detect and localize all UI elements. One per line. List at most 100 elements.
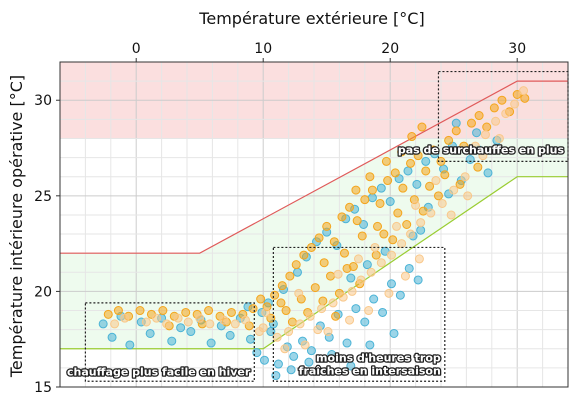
data-point [173, 313, 183, 323]
data-point [416, 218, 426, 228]
data-point [273, 359, 283, 369]
data-point [451, 126, 461, 136]
data-point [440, 170, 450, 180]
data-point [371, 250, 381, 260]
data-point [248, 304, 258, 314]
data-point [376, 183, 386, 193]
data-point [406, 229, 416, 239]
data-point [186, 327, 196, 337]
data-point [141, 317, 151, 327]
data-point [483, 168, 493, 178]
data-point [367, 185, 377, 195]
data-point [226, 307, 236, 317]
data-point [276, 298, 286, 308]
data-point [329, 237, 339, 247]
data-point [323, 327, 333, 337]
data-point [306, 346, 316, 356]
data-point [206, 338, 216, 348]
data-point [437, 198, 447, 208]
data-point [451, 118, 461, 128]
data-point [304, 357, 314, 367]
data-point [162, 319, 172, 329]
data-point [364, 306, 374, 316]
data-point [369, 294, 379, 304]
data-point [183, 317, 193, 327]
axes: 0 10 20 30 15 20 25 30 [34, 41, 569, 396]
data-point [366, 267, 376, 277]
data-point [389, 328, 399, 338]
data-point [472, 128, 482, 138]
data-point [455, 179, 465, 189]
data-point [421, 166, 431, 176]
data-point [510, 99, 520, 109]
data-point [259, 355, 269, 365]
data-point [103, 309, 113, 319]
data-point [444, 135, 454, 145]
data-point [403, 166, 413, 176]
data-point [417, 122, 427, 132]
data-point [331, 311, 341, 321]
data-point [459, 141, 469, 151]
data-point [360, 195, 370, 205]
data-point [398, 183, 408, 193]
data-point [110, 319, 120, 329]
data-point [176, 323, 186, 333]
data-point [395, 290, 405, 300]
data-point [480, 130, 490, 140]
data-point [272, 332, 282, 342]
data-point [319, 258, 329, 268]
data-point [219, 315, 229, 325]
data-point [367, 193, 377, 203]
data-point [125, 340, 135, 350]
data-point [482, 122, 492, 132]
data-point [386, 250, 396, 260]
data-point [379, 229, 389, 239]
data-point [491, 116, 501, 126]
annotation-box [437, 70, 569, 163]
data-point [375, 198, 385, 208]
data-point [289, 351, 299, 361]
data-point [152, 313, 162, 323]
x-axis-title: Température extérieure [°C] [198, 9, 424, 28]
data-point [418, 206, 428, 216]
data-point [326, 271, 336, 281]
data-point [277, 281, 287, 291]
data-point [294, 288, 304, 298]
data-point [357, 231, 367, 241]
data-point [285, 271, 295, 281]
data-point [338, 292, 348, 302]
data-point [351, 304, 361, 314]
data-point [489, 103, 499, 113]
data-point [305, 311, 315, 321]
data-point [299, 250, 309, 260]
data-point [145, 328, 155, 338]
data-point [421, 156, 431, 166]
data-point [381, 156, 391, 166]
data-point [431, 176, 441, 186]
data-point [167, 336, 177, 346]
data-point [342, 338, 352, 348]
y-tick-label: 20 [34, 284, 52, 300]
comfort-lower-limit-line [60, 176, 568, 350]
data-point [397, 239, 407, 249]
data-point [365, 340, 375, 350]
x-tick-label: 30 [508, 41, 526, 57]
data-point [360, 317, 370, 327]
annotation-label: chauffage plus facile en hiver [67, 365, 251, 378]
data-point [339, 248, 349, 258]
annotations: chauffage plus facile en hiver moins d'he… [66, 70, 569, 382]
data-point [473, 162, 483, 172]
data-point [318, 296, 328, 306]
data-point [413, 275, 423, 285]
data-point [280, 344, 290, 354]
data-point [270, 290, 280, 300]
data-point [225, 330, 235, 340]
data-point [281, 306, 291, 316]
data-point [195, 313, 205, 323]
data-point [388, 235, 398, 245]
data-point [362, 260, 372, 270]
x-tick-label: 10 [254, 41, 272, 57]
data-point [256, 294, 266, 304]
data-point [378, 307, 388, 317]
